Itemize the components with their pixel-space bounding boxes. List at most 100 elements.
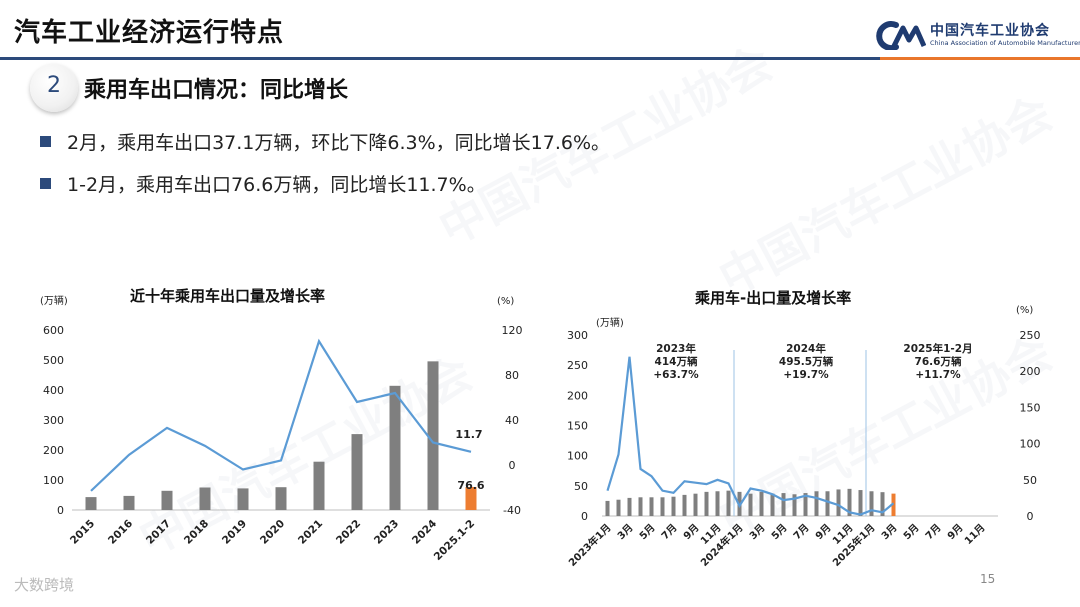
chart1-x-tick: 2020 (258, 518, 287, 547)
chart2-annotation: 2025年1-2月 (903, 342, 972, 355)
chart2-bar (825, 491, 830, 516)
chart2-x-tick: 3月 (747, 522, 767, 542)
chart2-x-tick: 5月 (637, 522, 657, 542)
chart2-x-tick: 7月 (659, 522, 679, 542)
chart1-left-tick: 400 (43, 384, 64, 397)
chart2-bar (869, 491, 874, 516)
chart1-bar (199, 487, 211, 510)
chart1-bar (465, 487, 477, 510)
chart2-x-tick: 9月 (681, 522, 701, 542)
chart2-annotation: +11.7% (915, 369, 961, 381)
chart1-bar (427, 361, 439, 510)
chart2-bar (715, 491, 720, 516)
chart2-x-tick: 11月 (830, 522, 855, 547)
chart2-bar (880, 492, 885, 516)
chart2-bar (649, 497, 654, 516)
chart2-x-tick: 7月 (923, 522, 943, 542)
chart1-right-tick: 40 (505, 414, 519, 427)
watermark: 中国汽车工业协会 (706, 77, 1062, 308)
chart2-x-tick: 5月 (901, 522, 921, 542)
chart2-x-tick: 2025年1月 (830, 521, 878, 569)
chart2-right-tick: 50 (1023, 474, 1037, 487)
chart1-left-tick: 200 (43, 444, 64, 457)
chart2-x-tick: 2023年1月 (566, 521, 614, 569)
chart2-annotation: 495.5万辆 (779, 355, 834, 368)
logo-cn-text: 中国汽车工业协会 (930, 23, 1050, 39)
chart2-left-tick: 0 (581, 510, 588, 523)
chart1-right-tick: 120 (502, 324, 523, 337)
chart1-left-unit: (万辆) (40, 296, 68, 307)
chart2-right-tick: 0 (1027, 510, 1034, 523)
chart2-x-tick: 3月 (879, 522, 899, 542)
chart2-x-tick: 11月 (698, 522, 723, 547)
square-bullet-icon (40, 136, 51, 147)
chart1-bar (237, 488, 249, 510)
chart2-bar (792, 494, 797, 516)
chart2-right-tick: 100 (1020, 438, 1041, 451)
chart1-left-tick: 300 (43, 414, 64, 427)
chart1-right-tick: 0 (509, 459, 516, 472)
page-title: 汽车工业经济运行特点 (14, 18, 285, 48)
bullet-item: 1-2月，乘用车出口76.6万辆，同比增长11.7%。 (40, 170, 486, 197)
chart2-growth-line (606, 356, 895, 516)
chart2-x-tick: 9月 (813, 522, 833, 542)
chart1-bar (161, 490, 173, 510)
chart1-x-tick: 2024 (410, 518, 439, 547)
chart2-left-tick: 50 (574, 480, 588, 493)
header-divider (0, 57, 1080, 60)
chart1-x-tick: 2019 (220, 518, 249, 547)
section-number-badge: 2 (30, 64, 78, 112)
source-watermark: 大数跨境 (14, 576, 75, 594)
chart2-annotation: 2023年 (656, 342, 696, 355)
chart1-bar (389, 385, 401, 510)
chart1-bar (123, 495, 135, 510)
chart2-title: 乘用车-出口量及增长率 (695, 289, 852, 307)
chart2-bar (671, 496, 676, 516)
chart2-bar (605, 500, 610, 516)
chart2-bar (759, 491, 764, 516)
chart2-bar (682, 494, 687, 516)
chart2-bar (748, 493, 753, 516)
chart1-right-unit: (%) (497, 296, 515, 307)
section-number: 2 (47, 73, 61, 98)
chart2-bar (627, 497, 632, 516)
chart1-left-tick: 500 (43, 354, 64, 367)
chart1-left-tick: 100 (43, 474, 64, 487)
chart2-bar (704, 491, 709, 516)
chart2-annotation: +19.7% (783, 369, 829, 381)
chart2-left-unit: (万辆) (596, 318, 624, 329)
chart1-x-tick: 2016 (106, 518, 135, 547)
chart1-x-tick: 2022 (334, 518, 363, 547)
chart2-bar (616, 499, 621, 516)
chart1-bar (351, 434, 363, 510)
chart1-x-tick: 2023 (372, 518, 401, 547)
chart1-x-tick: 2015 (68, 518, 97, 547)
chart2-bar (836, 489, 841, 516)
chart1-bar (275, 487, 287, 510)
square-bullet-icon (40, 178, 51, 189)
chart2-bar (726, 490, 731, 516)
chart1-line-label: 11.7 (455, 428, 482, 441)
chart2-x-tick: 2024年1月 (698, 521, 746, 569)
chart2-x-tick: 11月 (962, 522, 987, 547)
chart2-x-tick: 3月 (615, 522, 635, 542)
chart2-annotation: +63.7% (653, 369, 699, 381)
chart2-bar (858, 490, 863, 516)
chart1-x-tick: 2025.1-2 (432, 518, 477, 563)
chart2-left-tick: 100 (567, 450, 588, 463)
logo: 中国汽车工业协会 China Association of Automobile… (876, 18, 1080, 52)
chart2-right-tick: 250 (1020, 329, 1041, 342)
chart2-bar (770, 493, 775, 516)
chart2-bar (693, 493, 698, 516)
logo-en-text: China Association of Automobile Manufact… (930, 39, 1080, 47)
chart2-bar (660, 497, 665, 516)
chart2-x-tick: 7月 (791, 522, 811, 542)
chart1-right-tick: -40 (503, 504, 521, 517)
watermark: 中国汽车工业协会 (126, 337, 482, 568)
chart2-right-tick: 150 (1020, 401, 1041, 414)
chart1-x-tick: 2018 (182, 518, 211, 547)
chart1-growth-line (90, 338, 472, 492)
chart2-annotation: 414万辆 (655, 355, 698, 368)
chart2-bar (638, 497, 643, 516)
chart2-x-tick: 9月 (945, 522, 965, 542)
